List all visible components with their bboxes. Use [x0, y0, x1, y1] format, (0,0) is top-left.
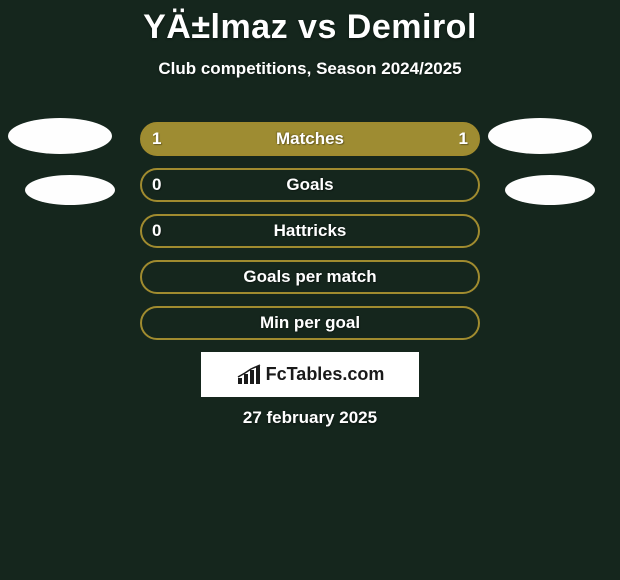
source-logo: FcTables.com	[201, 352, 419, 397]
date-label: 27 february 2025	[0, 408, 620, 428]
logo-text: FcTables.com	[266, 364, 385, 385]
metric-row: Hattricks0	[0, 212, 620, 258]
metric-row: Goals per match	[0, 258, 620, 304]
metric-bar	[140, 260, 480, 294]
metric-rows: Matches11Goals0Hattricks0Goals per match…	[0, 120, 620, 350]
metric-bar	[140, 122, 480, 156]
metric-row: Matches11	[0, 120, 620, 166]
metric-bar	[140, 168, 480, 202]
bar-chart-icon	[236, 364, 262, 386]
metric-row: Goals0	[0, 166, 620, 212]
metric-bar	[140, 306, 480, 340]
comparison-infographic: YÄ±lmaz vs Demirol Club competitions, Se…	[0, 0, 620, 580]
subtitle: Club competitions, Season 2024/2025	[0, 59, 620, 79]
bar-fill-right	[310, 124, 478, 154]
page-title: YÄ±lmaz vs Demirol	[0, 0, 620, 47]
metric-bar	[140, 214, 480, 248]
metric-row: Min per goal	[0, 304, 620, 350]
bar-fill-left	[142, 124, 310, 154]
